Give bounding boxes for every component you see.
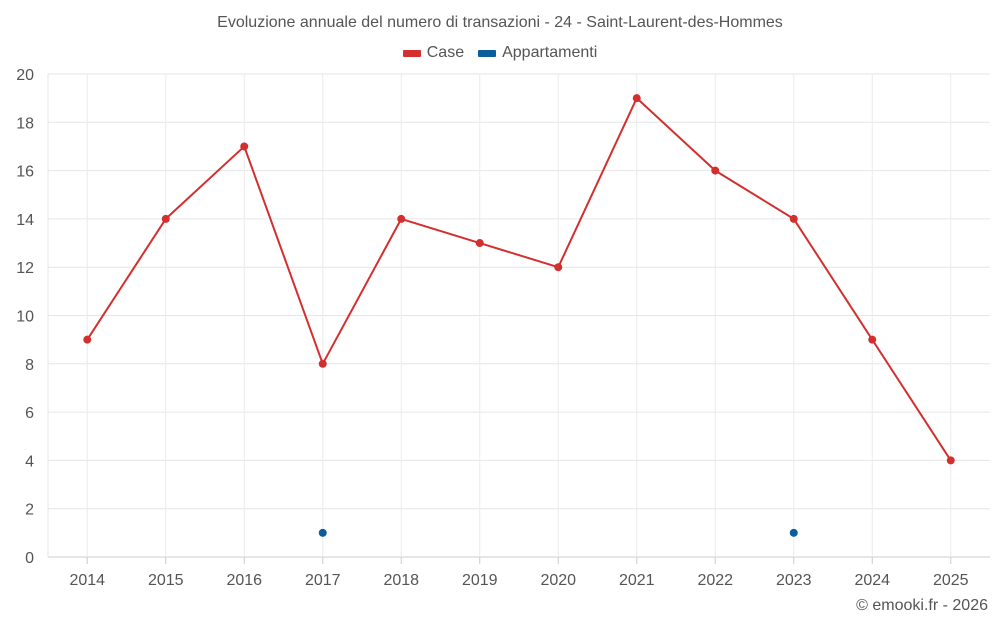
point-case-2024[interactable] xyxy=(868,335,877,344)
y-tick-label: 2 xyxy=(25,502,34,519)
point-case-2014[interactable] xyxy=(83,335,92,344)
legend-label-appartamenti: Appartamenti xyxy=(502,44,598,61)
point-case-2018[interactable] xyxy=(397,214,406,223)
y-tick-label: 18 xyxy=(16,115,34,132)
y-tick-label: 6 xyxy=(25,405,34,422)
legend-item-appartamenti[interactable]: Appartamenti xyxy=(478,44,597,62)
point-case-2021[interactable] xyxy=(632,94,641,103)
series-layer xyxy=(83,94,955,537)
point-case-2017[interactable] xyxy=(318,359,327,368)
x-tick-label: 2018 xyxy=(383,572,419,589)
chart-title: Evoluzione annuale del numero di transaz… xyxy=(217,14,783,31)
legend-swatch-appartamenti xyxy=(478,49,497,57)
y-tick-label: 0 xyxy=(25,550,34,567)
legend-item-case[interactable]: Case xyxy=(402,44,465,62)
x-tick-label: 2014 xyxy=(69,572,105,589)
point-case-2015[interactable] xyxy=(161,214,170,223)
point-case-2023[interactable] xyxy=(789,214,798,223)
x-tick-label: 2025 xyxy=(933,572,969,589)
x-tick-label: 2015 xyxy=(148,572,184,589)
legend-label-case: Case xyxy=(426,44,465,61)
grid xyxy=(47,73,990,558)
y-tick-label: 10 xyxy=(16,309,34,326)
point-appartamenti-2023[interactable] xyxy=(789,528,798,537)
y-tick-label: 14 xyxy=(16,212,34,229)
x-tick-label: 2022 xyxy=(697,572,733,589)
x-tick-label: 2024 xyxy=(854,572,890,589)
point-case-2022[interactable] xyxy=(711,166,720,175)
point-case-2019[interactable] xyxy=(475,239,484,248)
x-tick-label: 2019 xyxy=(462,572,498,589)
point-appartamenti-2017[interactable] xyxy=(318,528,327,537)
point-case-2016[interactable] xyxy=(240,142,249,151)
copyright-footer: © emooki.fr - 2026 xyxy=(856,597,988,614)
x-tick-label: 2023 xyxy=(776,572,812,589)
series-line-case xyxy=(86,97,952,461)
y-tick-label: 20 xyxy=(16,67,34,84)
legend-swatch-case xyxy=(402,49,421,57)
legend: Case Appartamenti xyxy=(0,44,1000,62)
axes: 0 2 4 6 8 10 12 14 16 18 20 2014 2015 2016 2017 2018 201… xyxy=(16,67,968,589)
y-tick-label: 8 xyxy=(25,357,34,374)
x-tick-label: 2021 xyxy=(619,572,655,589)
point-case-2025[interactable] xyxy=(946,456,955,465)
point-case-2020[interactable] xyxy=(554,263,563,272)
y-tick-label: 16 xyxy=(16,164,34,181)
y-tick-label: 4 xyxy=(25,453,34,470)
x-tick-label: 2017 xyxy=(305,572,341,589)
y-tick-label: 12 xyxy=(16,260,34,277)
x-tick-label: 2020 xyxy=(540,572,576,589)
x-tick-label: 2016 xyxy=(226,572,262,589)
